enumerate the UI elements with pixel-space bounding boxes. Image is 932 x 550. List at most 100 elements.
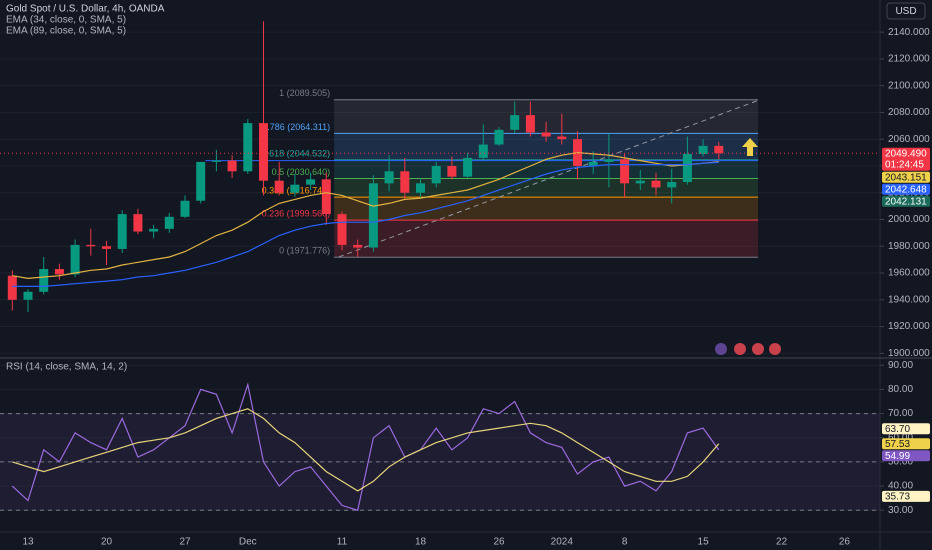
fib-zone (334, 197, 759, 221)
plot-layer: 1900.000 1920.000 1940.000 1960.000 1980.000… (0, 21, 930, 548)
fib-label: 0.5 (2030.640) (272, 167, 331, 177)
y-tick-label: 2000.000 (888, 214, 930, 225)
indicator-line (12, 161, 719, 287)
price-label-box (882, 490, 930, 502)
candle-body (337, 214, 347, 245)
candle-body (54, 269, 64, 275)
candle-body (431, 165, 441, 184)
event-icon[interactable] (769, 343, 781, 355)
candle-body (149, 228, 159, 232)
fib-zone (334, 159, 759, 179)
candle-body (416, 183, 425, 193)
y-tick-label: 80.00 (888, 384, 913, 395)
candle-body (510, 115, 520, 130)
price-label: 2042.131 (885, 196, 927, 207)
y-tick-label: 1920.000 (888, 321, 930, 332)
x-tick-label: 26 (493, 537, 505, 548)
fib-label: 0.236 (1999.560) (262, 208, 331, 218)
candle-body (620, 159, 630, 184)
y-tick-label: 1960.000 (888, 268, 930, 279)
candle-body (651, 180, 661, 188)
y-tick-label: 2060.000 (888, 134, 930, 145)
price-label-box (882, 183, 930, 195)
x-tick-label: 18 (415, 537, 427, 548)
candle-body (39, 269, 49, 292)
y-tick-label: 60.00 (888, 432, 913, 443)
y-tick-label: 2120.000 (888, 54, 930, 65)
price-label: 35.73 (885, 492, 910, 503)
event-icon[interactable] (715, 343, 727, 355)
candle-body (400, 171, 410, 193)
candle-body (180, 200, 190, 217)
x-tick-label: 8 (622, 537, 628, 548)
x-tick-label: 27 (179, 537, 191, 548)
candle-body (525, 115, 535, 133)
candle-body (133, 214, 143, 232)
candle-body (164, 216, 174, 229)
fib-label: 0.786 (2064.311) (262, 122, 330, 132)
y-tick-label: 1940.000 (888, 294, 930, 305)
currency-button[interactable] (886, 2, 926, 20)
countdown-label: 01:24:45 (885, 159, 924, 170)
candle-body (714, 145, 724, 154)
candle-body (227, 160, 237, 172)
y-tick-label: 90.00 (888, 360, 913, 371)
candle-body (274, 180, 284, 193)
y-tick-label: 1900.000 (888, 348, 930, 359)
indicator-label: EMA (89, close, 0, SMA, 5) (6, 26, 126, 37)
trend-line (338, 99, 759, 258)
price-label: 2043.151 (885, 172, 927, 183)
candle-body (478, 144, 488, 158)
price-label-box (882, 171, 930, 183)
price-label: 2042.648 (885, 184, 927, 195)
candle-body (196, 161, 206, 201)
y-tick-label: 70.00 (888, 408, 913, 419)
candle-body (211, 160, 221, 162)
price-label: 54.99 (885, 451, 910, 462)
y-tick-label: 30.00 (888, 505, 913, 516)
price-label: 63.70 (885, 424, 910, 435)
candle-body (698, 145, 708, 154)
candle-body (588, 161, 598, 166)
indicator-label: EMA (34, close, 0, SMA, 5) (6, 15, 126, 26)
candle-body (70, 244, 80, 275)
candle-body (243, 123, 253, 172)
fib-zone (334, 178, 759, 198)
candle-body (23, 291, 33, 300)
candle-body (259, 123, 268, 181)
candle-body (463, 157, 473, 177)
candle-body (494, 129, 504, 145)
x-tick-label: Dec (239, 537, 257, 548)
x-tick-label: 26 (839, 537, 851, 548)
candle-body (306, 179, 316, 185)
y-tick-label: 40.00 (888, 481, 913, 492)
x-tick-label: 15 (698, 537, 710, 548)
arrow-up (742, 138, 758, 156)
candle-body (86, 244, 96, 247)
candle-body (384, 171, 394, 184)
candle-body (635, 180, 645, 184)
event-icon[interactable] (734, 343, 746, 355)
candle-body (447, 165, 457, 177)
price-label-box (882, 147, 930, 171)
fib-zone (334, 220, 759, 258)
fib-label: 0 (1971.776) (279, 246, 330, 256)
event-icon[interactable] (752, 343, 764, 355)
candle-body (667, 182, 677, 188)
price-label-box (882, 450, 930, 462)
candle-body (368, 183, 378, 248)
candle-body (321, 179, 331, 215)
price-label: 57.53 (885, 439, 910, 450)
price-label-box (882, 423, 930, 435)
indicator-line (12, 151, 719, 280)
fib-label: 0.618 (2044.532) (262, 148, 331, 158)
fib-label: 1 (2089.505) (279, 88, 330, 98)
x-tick-label: 13 (22, 537, 34, 548)
currency-label[interactable]: USD (895, 6, 916, 17)
x-tick-label: 11 (337, 537, 348, 548)
candle-body (117, 214, 127, 249)
price-label-box (882, 438, 930, 450)
x-tick-label: 22 (776, 537, 788, 548)
